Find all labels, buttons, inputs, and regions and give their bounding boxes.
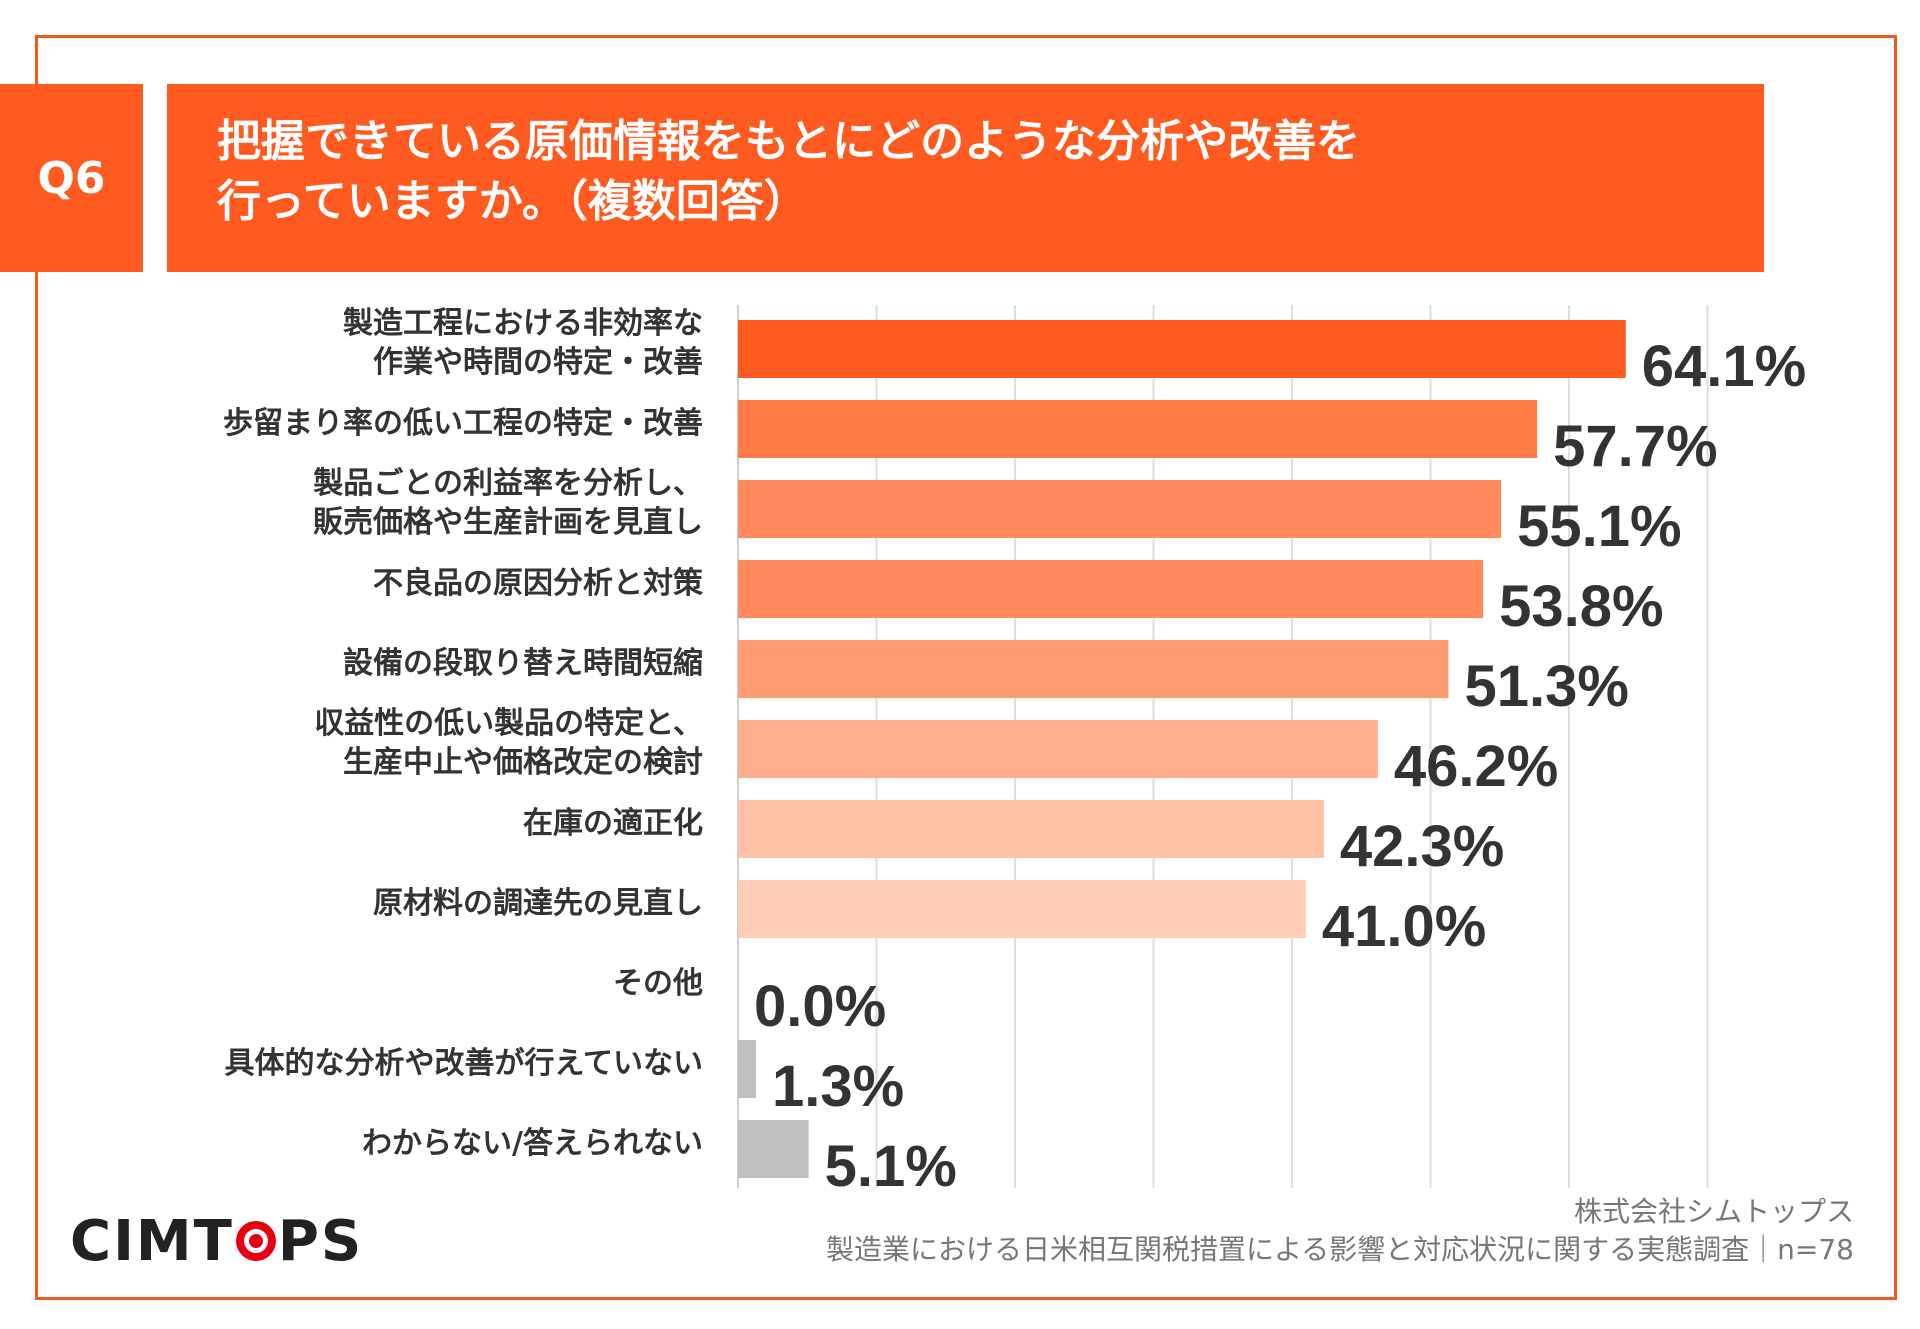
bar — [738, 400, 1538, 458]
category-label-line: 設備の段取り替え時間短縮 — [343, 645, 703, 681]
category-label: 製造工程における非効率な作業や時間の特定・改善 — [103, 304, 703, 382]
bar — [738, 800, 1324, 858]
value-label: 1.3% — [772, 1054, 904, 1119]
value-label: 0.0% — [754, 974, 886, 1039]
category-label: 不良品の原因分析と対策 — [103, 564, 703, 603]
category-label-line: その他 — [613, 965, 703, 1001]
category-label: 原材料の調達先の見直し — [103, 884, 703, 923]
category-label: 歩留まり率の低い工程の特定・改善 — [103, 404, 703, 443]
category-label: 収益性の低い製品の特定と、生産中止や価格改定の検討 — [103, 704, 703, 782]
category-label: 設備の段取り替え時間短縮 — [103, 644, 703, 683]
category-label-line: 製品ごとの利益率を分析し、 — [313, 466, 703, 501]
category-label-line: 歩留まり率の低い工程の特定・改善 — [223, 405, 703, 441]
source-company: 株式会社シムトップス — [1573, 1195, 1854, 1228]
bar — [738, 560, 1484, 618]
value-label: 57.7% — [1553, 414, 1717, 479]
category-label: その他 — [103, 964, 703, 1003]
category-label-line: 収益性の低い製品の特定と、 — [314, 706, 703, 741]
category-label: わからない/答えられない — [103, 1124, 703, 1163]
logo-target-icon — [235, 1221, 276, 1261]
category-label: 製品ごとの利益率を分析し、 販売価格や生産計画を見直し — [103, 464, 703, 542]
value-label: 41.0% — [1322, 894, 1486, 959]
category-label-line: 販売価格や生産計画を見直し — [313, 505, 703, 540]
chart-title-line-2: 行っていますか。（複数回答） — [217, 176, 808, 227]
category-label-line: 作業や時間の特定・改善 — [373, 345, 703, 380]
chart-title: 把握できている原価情報をもとにどのような分析や改善を 行っていますか。（複数回答… — [167, 84, 1764, 272]
value-label: 5.1% — [825, 1134, 957, 1199]
category-label: 具体的な分析や改善が行えていない — [103, 1044, 704, 1083]
category-label-line: 製造工程における非効率な — [343, 306, 703, 341]
category-label-line: 不良品の原因分析と対策 — [373, 565, 703, 601]
cimtops-logo: CIM T PS — [70, 1208, 364, 1274]
value-label: 55.1% — [1517, 494, 1681, 559]
value-label: 64.1% — [1642, 334, 1806, 399]
category-label: 在庫の適正化 — [103, 804, 703, 843]
source-survey: 製造業における日米相互関税措置による影響と対応状況に関する実態調査｜n=78 — [825, 1233, 1854, 1266]
value-label: 46.2% — [1394, 734, 1558, 799]
value-label: 42.3% — [1340, 814, 1504, 879]
category-label-line: 生産中止や価格改定の検討 — [343, 745, 703, 780]
bar — [738, 320, 1626, 378]
value-label: 53.8% — [1499, 574, 1663, 639]
bar — [738, 1120, 809, 1178]
bar — [738, 720, 1378, 778]
value-label: 51.3% — [1465, 654, 1629, 719]
bar — [738, 1040, 757, 1098]
bar — [738, 640, 1449, 698]
category-label-line: 原材料の調達先の見直し — [373, 885, 703, 921]
figure-frame — [35, 35, 1897, 1300]
category-label-line: わからない/答えられない — [362, 1125, 703, 1161]
category-label-line: 具体的な分析や改善が行えていない — [224, 1045, 704, 1081]
bar — [738, 880, 1306, 938]
category-label-line: 在庫の適正化 — [523, 805, 703, 841]
question-badge: Q6 — [0, 84, 143, 272]
chart-title-line-1: 把握できている原価情報をもとにどのような分析や改善を — [217, 116, 1361, 167]
bar — [738, 480, 1502, 538]
